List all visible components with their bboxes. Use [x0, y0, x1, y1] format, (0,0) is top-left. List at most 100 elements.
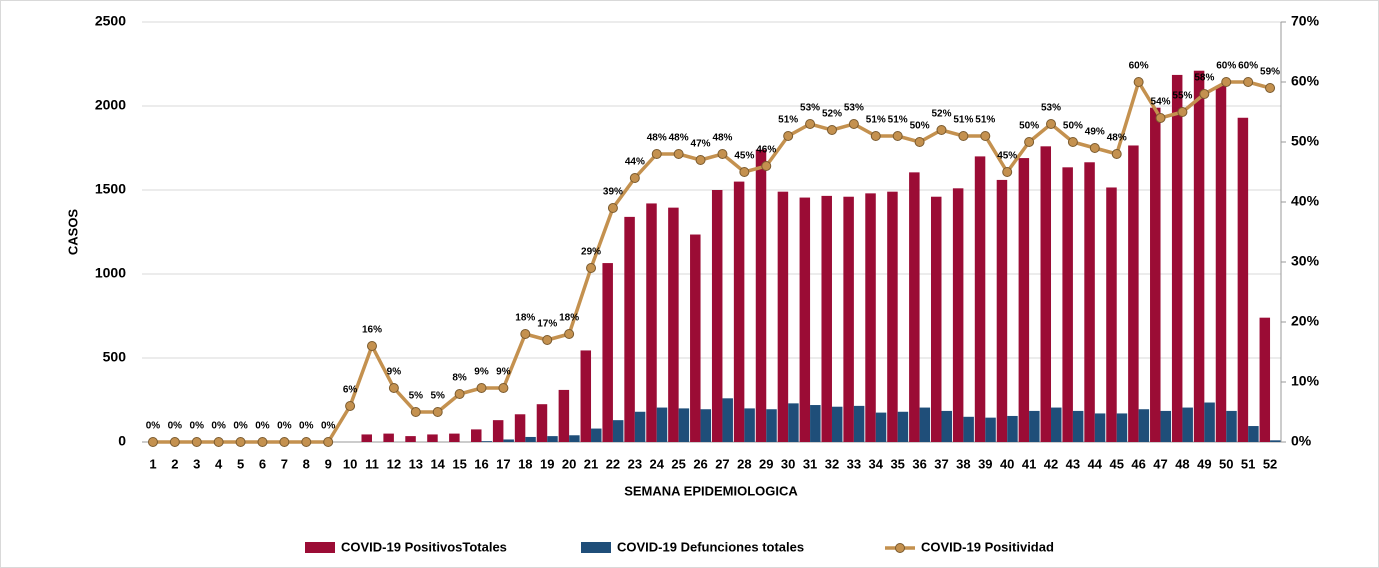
- line-marker: [410, 407, 421, 417]
- bar: [1072, 410, 1084, 442]
- line-marker: [892, 131, 903, 141]
- x-tick-label: 20: [562, 456, 576, 471]
- bar: [810, 405, 821, 442]
- line-marker: [1155, 113, 1166, 123]
- bar: [1106, 187, 1117, 442]
- data-label: 55%: [1172, 91, 1192, 102]
- bar: [591, 428, 602, 442]
- data-label: 48%: [712, 133, 732, 144]
- bar: [1160, 410, 1172, 442]
- bar: [865, 193, 876, 442]
- bar: [678, 408, 690, 442]
- bar: [1094, 413, 1106, 442]
- bar: [853, 405, 865, 442]
- line-marker: [848, 119, 859, 129]
- x-tick-label: 46: [1131, 456, 1145, 471]
- line-marker: [717, 149, 728, 159]
- line-marker: [1199, 89, 1210, 99]
- legend-swatch: [895, 543, 905, 553]
- line-marker: [366, 341, 377, 351]
- bar: [700, 409, 712, 442]
- line-marker: [147, 437, 158, 447]
- x-tick-label: 34: [869, 456, 884, 471]
- line: [152, 77, 1271, 444]
- data-label: 18%: [515, 313, 535, 324]
- bar: [985, 417, 996, 442]
- x-tick-label: 32: [825, 456, 839, 471]
- x-tick-label: 35: [890, 456, 904, 471]
- x-tick-label: 5: [237, 456, 244, 471]
- bar: [974, 156, 986, 442]
- y-tick-label: 1500: [95, 181, 126, 197]
- legend-swatch: [305, 542, 335, 553]
- data-label: 0%: [233, 421, 248, 432]
- line-marker: [1177, 107, 1188, 117]
- line-marker: [388, 383, 399, 393]
- data-label: 0%: [299, 421, 314, 432]
- bar: [471, 429, 482, 442]
- data-label: 47%: [691, 139, 711, 150]
- x-tick-label: 33: [847, 456, 861, 471]
- line-marker: [1089, 143, 1100, 153]
- bar: [1007, 415, 1018, 442]
- line-marker: [1002, 167, 1013, 177]
- data-label: 9%: [474, 367, 489, 378]
- x-tick-label: 44: [1088, 456, 1103, 471]
- data-label: 48%: [1107, 133, 1127, 144]
- line-marker: [607, 203, 618, 213]
- bar: [536, 404, 548, 442]
- y-tick-label: 1000: [95, 265, 126, 281]
- x-tick-label: 37: [934, 456, 948, 471]
- line-marker: [454, 389, 465, 399]
- bar: [1029, 410, 1040, 442]
- data-label: 51%: [953, 115, 973, 126]
- bar: [843, 196, 854, 442]
- x-tick-label: 28: [737, 456, 751, 471]
- line-marker: [914, 137, 925, 147]
- bar: [481, 441, 493, 442]
- x-tick-label: 26: [693, 456, 707, 471]
- x-tick-label: 4: [215, 456, 223, 471]
- line-marker: [1046, 119, 1057, 129]
- x-tick-label: 18: [518, 456, 532, 471]
- line-marker: [520, 329, 531, 339]
- data-label: 50%: [1063, 121, 1083, 132]
- x-tick-label: 19: [540, 456, 554, 471]
- legend-label: COVID-19 Defunciones totales: [617, 539, 804, 554]
- data-label: 45%: [734, 151, 754, 162]
- x-tick-label: 29: [759, 456, 773, 471]
- data-label: 50%: [910, 121, 930, 132]
- data-label: 52%: [822, 109, 842, 120]
- line-marker: [1111, 149, 1122, 159]
- x-tick-label: 27: [715, 456, 729, 471]
- bar: [1259, 317, 1271, 442]
- line-marker: [498, 383, 509, 393]
- line-marker: [301, 437, 312, 447]
- x-tick-label: 7: [281, 456, 288, 471]
- bar: [777, 191, 789, 442]
- line-marker: [958, 131, 969, 141]
- data-label: 58%: [1194, 73, 1214, 84]
- line-marker: [826, 125, 837, 135]
- x-tick-label: 49: [1197, 456, 1211, 471]
- bar: [919, 407, 931, 442]
- data-label: 51%: [888, 115, 908, 126]
- x-tick-label: 52: [1263, 456, 1277, 471]
- line-marker: [1265, 83, 1276, 93]
- bar: [656, 407, 668, 442]
- line-marker: [870, 131, 881, 141]
- x-tick-label: 21: [584, 456, 598, 471]
- data-label: 51%: [866, 115, 886, 126]
- data-label: 46%: [756, 145, 776, 156]
- bar: [1193, 70, 1205, 442]
- line-marker: [805, 119, 816, 129]
- line-marker: [783, 131, 794, 141]
- x-tick-label: 36: [912, 456, 926, 471]
- bar: [1204, 402, 1215, 442]
- y2-tick-label: 40%: [1291, 193, 1320, 209]
- data-label: 60%: [1238, 61, 1258, 72]
- data-label: 53%: [800, 103, 820, 114]
- data-label: 0%: [211, 421, 226, 432]
- x-tick-label: 41: [1022, 456, 1036, 471]
